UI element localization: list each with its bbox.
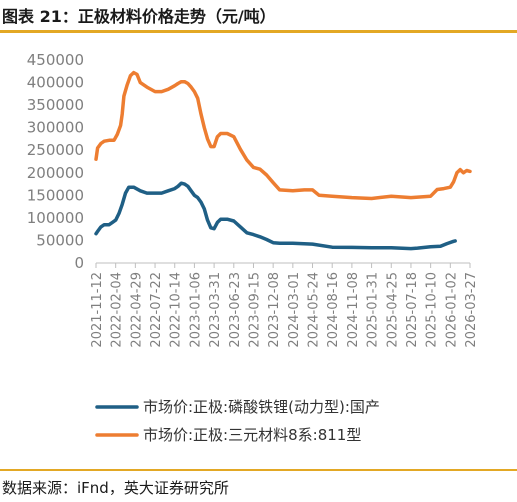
x-tick-label: 2023-12-08 [267,272,282,348]
y-tick-label: 150000 [27,186,84,204]
y-tick-label: 200000 [27,164,84,182]
y-tick-label: 0 [74,254,84,272]
x-axis: 2021-11-12 2022-02-04 2022-04-29 2022-07-22… [90,262,479,348]
x-tick-label: 2021-11-12 [90,272,105,348]
x-tick-label: 2024-11-08 [346,272,361,348]
x-tick-label: 2026-03-27 [464,272,479,348]
x-tick-label: 2022-10-14 [169,272,184,348]
x-tick-label: 2022-02-04 [110,272,125,348]
x-tick-label: 2024-05-24 [307,272,322,348]
y-tick-label: 350000 [27,96,84,114]
footer-divider [0,469,517,471]
y-tick-label: 400000 [27,74,84,92]
x-tick-label: 2025-01-31 [366,272,381,348]
y-axis: 0 50000 100000 150000 200000 250000 300000 3500… [27,51,84,272]
x-tick-label: 2023-01-06 [188,272,203,348]
x-tick-label: 2026-01-02 [444,272,459,348]
x-tick-label: 2024-03-01 [287,272,302,348]
line-chart: 0 50000 100000 150000 200000 250000 300000 3500… [27,51,479,444]
x-tick-label: 2022-04-29 [129,272,144,348]
y-tick-label: 50000 [36,231,84,249]
title-divider [0,30,517,33]
x-tick-label: 2022-07-22 [149,272,164,348]
y-tick-label: 250000 [27,141,84,159]
series-line-ncm811 [94,70,472,201]
x-tick-label: 2024-08-16 [326,272,341,348]
x-tick-label: 2025-07-18 [405,272,420,348]
series-layer [94,70,472,251]
y-tick-label: 450000 [27,51,84,69]
y-tick-label: 100000 [27,209,84,227]
x-tick-label: 2025-04-25 [385,272,400,348]
x-tick-label: 2025-10-10 [425,272,440,348]
legend-label: 市场价:正极:三元材料8系:811型 [143,426,361,444]
x-tick-label: 2023-03-31 [208,272,223,348]
y-tick-label: 300000 [27,119,84,137]
x-tick-label: 2023-06-23 [228,272,243,348]
legend-label: 市场价:正极:磷酸铁锂(动力型):国产 [143,398,380,416]
source-note: 数据来源：iFnd，英大证券研究所 [2,479,229,497]
chart-title: 图表 21：正极材料价格走势（元/吨） [2,7,276,26]
x-tick-label: 2023-09-15 [247,272,262,348]
series-line-lfp [94,181,457,251]
